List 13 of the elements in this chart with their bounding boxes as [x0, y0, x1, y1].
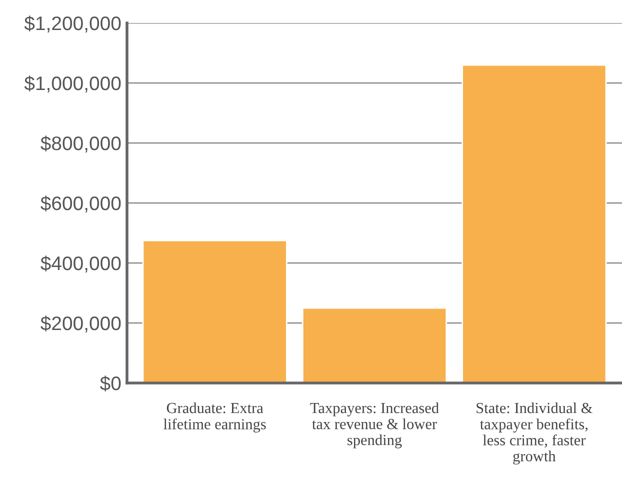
- bar: [302, 307, 448, 383]
- y-tick-label: $200,000: [40, 316, 121, 333]
- y-tick-label: $800,000: [40, 136, 121, 153]
- y-tick-label: $0: [100, 376, 121, 392]
- x-tick-label: Graduate: Extra lifetime earnings: [164, 402, 266, 433]
- y-tick-label: $1,200,000: [24, 16, 121, 33]
- bar: [142, 240, 288, 383]
- x-tick-label: Taxpayers: Increased tax revenue & lower spending: [310, 402, 439, 448]
- y-tick-label: $400,000: [40, 256, 121, 273]
- x-tick-label: State: Individual & taxpayer benefits, less crime, faster growth: [476, 402, 592, 464]
- y-tick-label: $600,000: [40, 196, 121, 213]
- bar: [462, 64, 607, 383]
- y-tick-label: $1,000,000: [24, 76, 121, 93]
